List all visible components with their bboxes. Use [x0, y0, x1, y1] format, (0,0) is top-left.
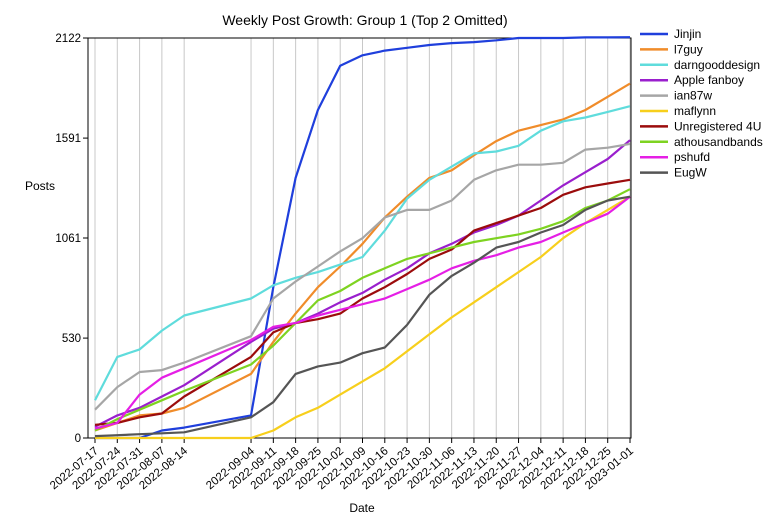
y-tick-label: 1061	[55, 233, 81, 245]
series-lines	[94, 36, 631, 440]
series-line	[94, 139, 631, 428]
legend-label: pshufd	[674, 150, 710, 164]
series-line	[94, 195, 631, 438]
legend-label: maflynn	[674, 104, 716, 118]
chart-title: Weekly Post Growth: Group 1 (Top 2 Omitt…	[222, 12, 507, 28]
y-tick-label: 1591	[55, 133, 81, 145]
series-line	[94, 142, 631, 411]
legend-label: Jinjin	[674, 27, 701, 41]
y-axis: 0 530 1061 1591 2122	[55, 33, 88, 445]
series-line	[94, 105, 631, 401]
series-line	[95, 36, 631, 440]
series-line	[94, 188, 631, 432]
y-tick-label: 2122	[55, 33, 81, 45]
y-tick-label: 530	[62, 333, 81, 345]
x-axis-label: Date	[349, 501, 375, 515]
series-line	[95, 195, 631, 440]
legend-label: EugW	[674, 166, 707, 180]
legend-label: ian87w	[674, 89, 712, 103]
legend-label: darngooddesign	[674, 58, 760, 72]
legend-label: athousandbands	[674, 135, 763, 149]
legend-label: Apple fanboy	[674, 73, 744, 87]
series-line	[94, 178, 631, 426]
series-line	[94, 195, 631, 430]
y-axis-label: Posts	[25, 179, 55, 193]
legend-label: l7guy	[674, 42, 703, 56]
legend-label: Unregistered 4U	[674, 119, 761, 133]
y-tick-label: 0	[75, 433, 81, 445]
